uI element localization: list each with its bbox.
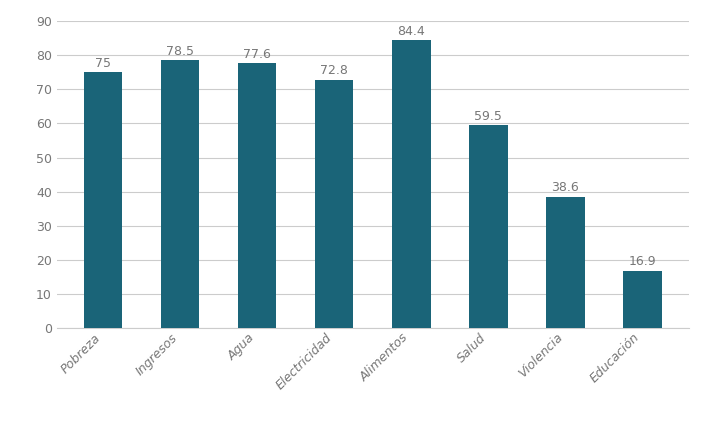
Bar [469,125,508,328]
Bar [546,197,584,328]
Bar [238,64,276,328]
Bar [392,40,430,328]
Text: 75: 75 [95,57,111,70]
Text: 16.9: 16.9 [628,255,656,268]
Text: 84.4: 84.4 [398,25,425,38]
Bar [84,72,122,328]
Text: 59.5: 59.5 [474,110,502,123]
Text: 38.6: 38.6 [552,181,579,194]
Text: 78.5: 78.5 [166,45,194,58]
Bar [623,271,662,328]
Bar [161,60,200,328]
Bar [315,80,354,328]
Text: 72.8: 72.8 [320,64,348,77]
Text: 77.6: 77.6 [244,48,271,61]
